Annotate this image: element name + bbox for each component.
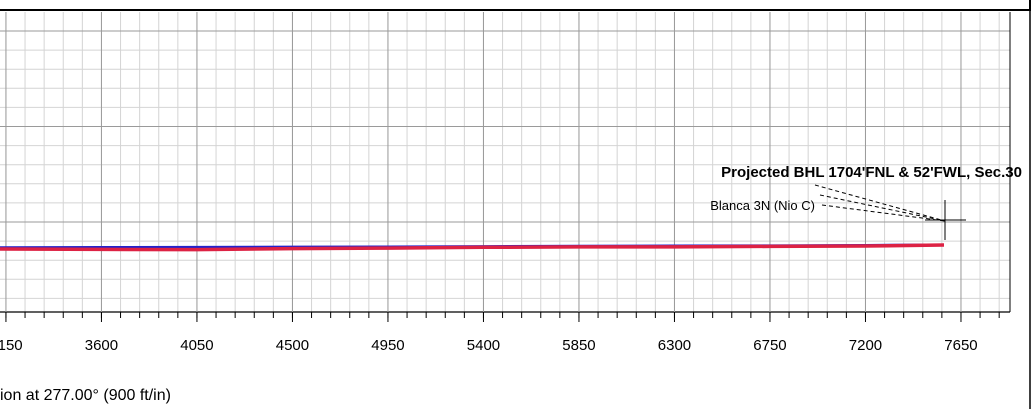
x-tick-label: 3150 xyxy=(0,337,23,354)
x-tick-label: 7200 xyxy=(849,337,882,354)
annotation: Projected BHL 1704'FNL & 52'FWL, Sec.30 xyxy=(721,164,1022,181)
leader-line xyxy=(821,204,946,222)
x-tick-label: 3600 xyxy=(85,337,118,354)
x-tick-label: 5400 xyxy=(467,337,500,354)
x-tick-label: 4050 xyxy=(180,337,213,354)
series-line xyxy=(0,243,945,252)
x-axis-label: ion at 277.00° (900 ft/in) xyxy=(0,387,171,404)
annotation: Blanca 3N (Nio C) xyxy=(710,198,815,213)
x-tick-label: 4950 xyxy=(371,337,404,354)
x-tick-label: 5850 xyxy=(562,337,595,354)
x-tick-label: 6300 xyxy=(658,337,691,354)
x-tick-label: 7650 xyxy=(944,337,977,354)
annotations: Projected BHL 1704'FNL & 52'FWL, Sec.30 … xyxy=(710,164,1022,240)
x-tick-label: 4500 xyxy=(276,337,309,354)
grid: 3150 3600 4050 4500 4950 5400 5850 6300 6750 7200… xyxy=(0,12,1011,354)
lines xyxy=(0,243,945,252)
leader-line xyxy=(819,194,946,222)
leader-line xyxy=(814,184,946,222)
x-tick-label: 6750 xyxy=(753,337,786,354)
top-panel xyxy=(0,0,1031,11)
